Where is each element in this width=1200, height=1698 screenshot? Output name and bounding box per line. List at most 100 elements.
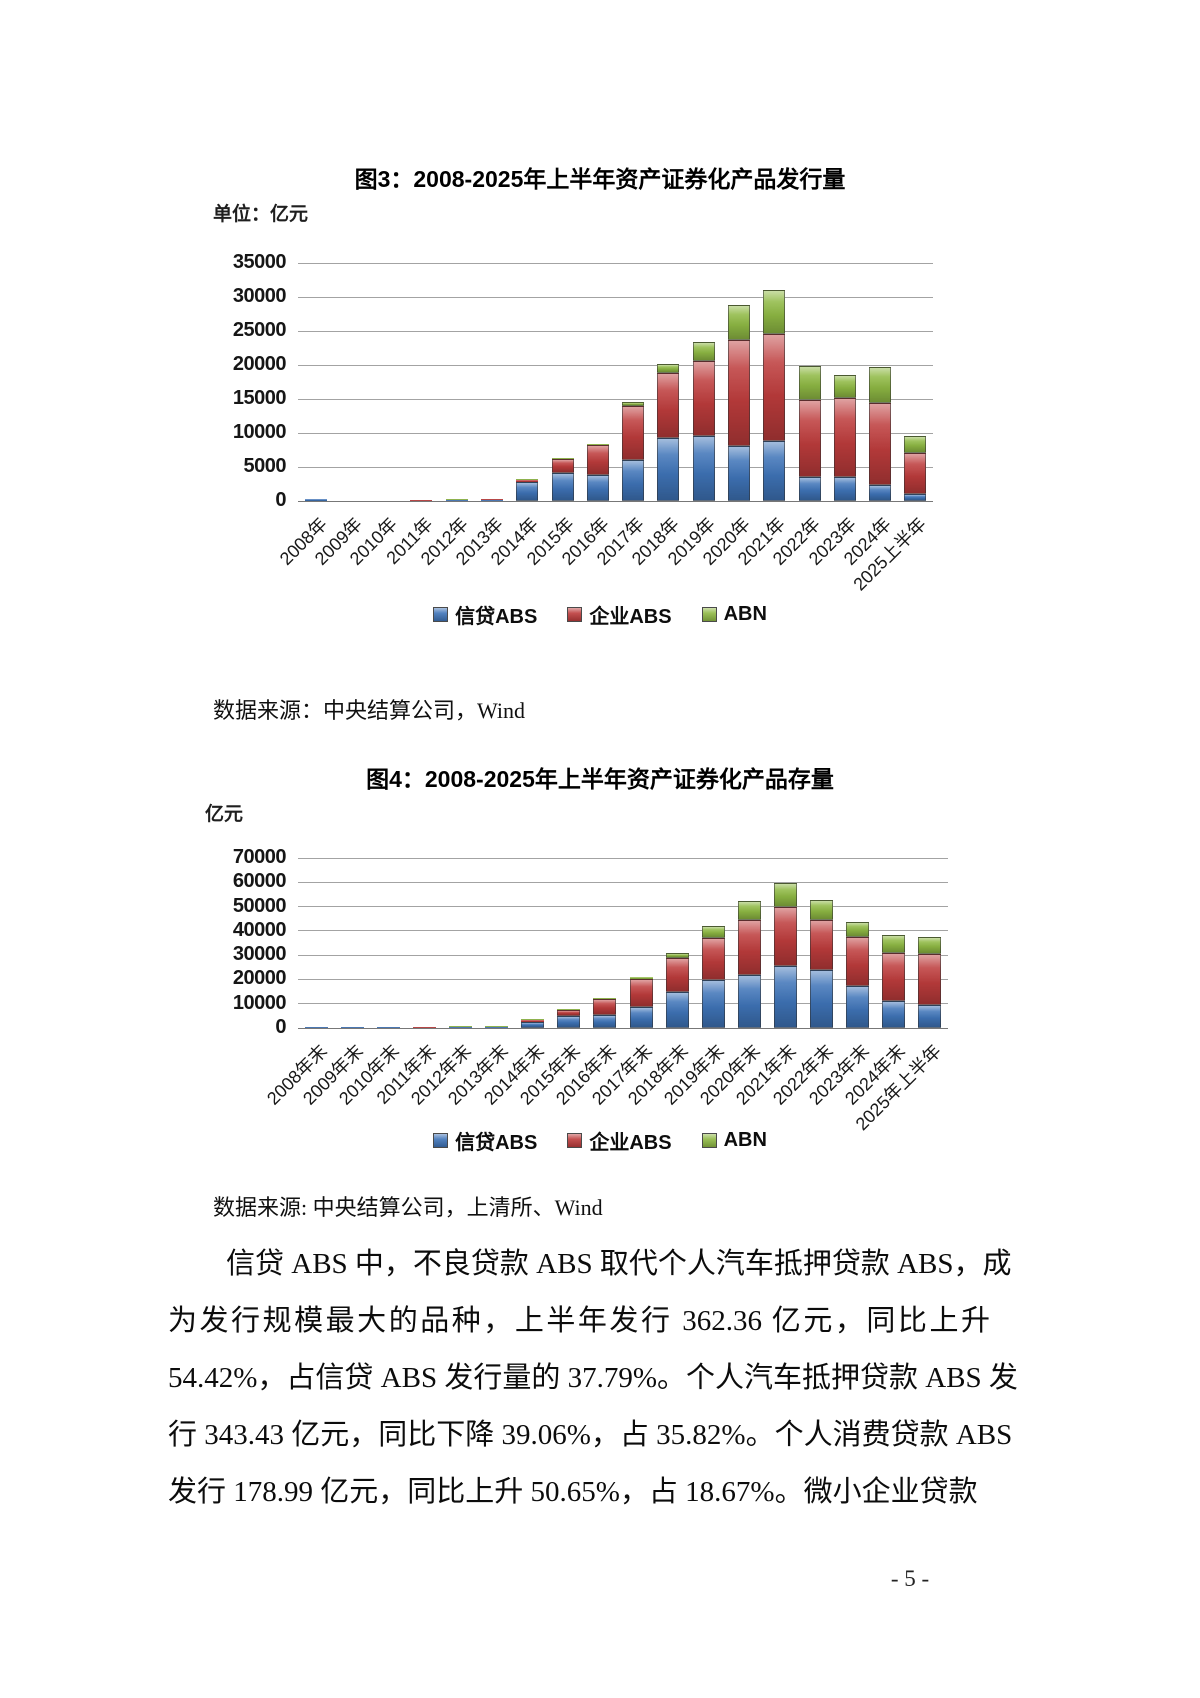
y-axis-tick-label: 15000 bbox=[232, 387, 287, 409]
bar-2016年末 bbox=[593, 858, 617, 1028]
bar-segment-企业ABS bbox=[410, 500, 433, 501]
chart4-y-axis: 0 10000 20000 30000 40000 50000 60000 70000 bbox=[160, 846, 287, 1038]
bar-segment-ABN bbox=[882, 935, 906, 954]
bar-segment-ABN bbox=[833, 375, 856, 398]
gridline bbox=[298, 466, 933, 468]
y-axis-tick-label: 10000 bbox=[232, 991, 287, 1014]
bar-2025年上半年 bbox=[918, 858, 942, 1028]
bar-2021年 bbox=[763, 263, 786, 501]
bar-2019年 bbox=[692, 263, 715, 501]
chart4-title: 图4：2008-2025年上半年资产证券化产品存量 bbox=[366, 766, 834, 792]
bar-segment-信贷ABS bbox=[557, 1016, 581, 1028]
gridline bbox=[298, 432, 933, 434]
bar-segment-企业ABS bbox=[622, 406, 645, 461]
y-axis-tick-label: 5000 bbox=[243, 455, 287, 477]
legend-item-信贷ABS: 信贷ABS bbox=[433, 600, 537, 629]
bar-segment-ABN bbox=[622, 402, 645, 407]
bar-segment-信贷ABS bbox=[763, 441, 786, 501]
bar-segment-企业ABS bbox=[846, 937, 870, 986]
bar-segment-信贷ABS bbox=[798, 476, 821, 501]
bar-2008年末 bbox=[304, 858, 328, 1028]
bar-2024年末 bbox=[882, 858, 906, 1028]
bar-2014年末 bbox=[521, 858, 545, 1028]
bar-segment-企业ABS bbox=[918, 954, 942, 1006]
bar-segment-企业ABS bbox=[810, 920, 834, 970]
y-axis-tick-label: 35000 bbox=[232, 251, 287, 273]
y-axis-tick-label: 20000 bbox=[232, 967, 287, 990]
bar-segment-ABN bbox=[737, 901, 761, 921]
gridline bbox=[298, 881, 948, 883]
bar-segment-企业ABS bbox=[904, 453, 927, 495]
bar-segment-信贷ABS bbox=[665, 991, 689, 1028]
bar-segment-信贷ABS bbox=[521, 1021, 545, 1028]
bar-segment-信贷ABS bbox=[692, 435, 715, 501]
bar-segment-信贷ABS bbox=[833, 477, 856, 501]
gridline bbox=[298, 857, 948, 859]
bar-2013年末 bbox=[485, 858, 509, 1028]
bar-segment-企业ABS bbox=[586, 445, 609, 475]
chart3-unit-label: 单位：亿元 bbox=[213, 204, 309, 225]
bar-segment-ABN bbox=[516, 478, 539, 480]
bar-segment-信贷ABS bbox=[846, 985, 870, 1028]
bar-segment-ABN bbox=[657, 364, 680, 374]
bar-segment-企业ABS bbox=[521, 1020, 545, 1022]
gridline bbox=[298, 500, 933, 502]
bar-segment-企业ABS bbox=[629, 979, 653, 1007]
gridline bbox=[298, 330, 933, 332]
gridline bbox=[298, 364, 933, 366]
bar-segment-企业ABS bbox=[412, 1026, 436, 1028]
gridline bbox=[298, 978, 948, 980]
bar-segment-信贷ABS bbox=[727, 446, 750, 501]
chart3-source: 数据来源：中央结算公司，Wind bbox=[213, 698, 525, 723]
bar-segment-企业ABS bbox=[833, 397, 856, 478]
bar-segment-ABN bbox=[665, 952, 689, 959]
gridline bbox=[298, 1027, 948, 1029]
bar-segment-企业ABS bbox=[593, 999, 617, 1015]
bar-2021年末 bbox=[774, 858, 797, 1028]
legend-label: 信贷ABS bbox=[455, 1132, 538, 1154]
bar-2009年 bbox=[340, 263, 362, 501]
bar-segment-信贷ABS bbox=[304, 1026, 328, 1028]
chart4-legend: 信贷ABS 企业ABS ABN bbox=[0, 1126, 1200, 1155]
bar-2018年末 bbox=[665, 858, 689, 1028]
bar-2019年末 bbox=[701, 858, 725, 1028]
bar-2024年 bbox=[869, 263, 892, 501]
legend-item-企业ABS: 企业ABS bbox=[567, 1126, 672, 1155]
bar-segment-ABN bbox=[727, 305, 750, 341]
bar-2012年 bbox=[445, 263, 468, 501]
chart4-unit-label: 亿元 bbox=[205, 804, 244, 825]
body-line: 54.42%，占信贷 ABS 发行量的 37.79%。个人汽车抵押贷款 ABS … bbox=[168, 1362, 1018, 1394]
bar-segment-ABN bbox=[904, 435, 927, 454]
bar-segment-企业ABS bbox=[657, 373, 680, 438]
y-axis-tick-label: 70000 bbox=[232, 846, 287, 868]
y-axis-tick-label: 50000 bbox=[232, 894, 287, 917]
bar-segment-企业ABS bbox=[869, 403, 892, 486]
bar-2009年末 bbox=[340, 858, 364, 1028]
bar-segment-信贷ABS bbox=[918, 1005, 942, 1028]
bar-2013年 bbox=[481, 263, 504, 501]
legend-item-ABN: ABN bbox=[701, 1129, 767, 1152]
legend-swatch-icon bbox=[701, 1133, 717, 1148]
bar-segment-ABN bbox=[557, 1009, 581, 1011]
legend-swatch-icon bbox=[567, 1133, 583, 1148]
chart3-title: 图3：2008-2025年上半年资产证券化产品发行量 bbox=[354, 166, 846, 192]
bar-segment-信贷ABS bbox=[737, 974, 761, 1028]
legend-label: ABN bbox=[723, 1129, 767, 1151]
bar-segment-ABN bbox=[701, 926, 725, 938]
y-axis-tick-label: 25000 bbox=[232, 319, 287, 341]
bar-2023年 bbox=[833, 263, 856, 501]
bar-segment-信贷ABS bbox=[340, 1027, 364, 1028]
bar-segment-ABN bbox=[485, 1026, 509, 1028]
bar-segment-ABN bbox=[774, 883, 797, 908]
bar-segment-ABN bbox=[449, 1026, 472, 1028]
bar-segment-企业ABS bbox=[798, 399, 821, 477]
bar-2017年末 bbox=[629, 858, 653, 1028]
bar-segment-企业ABS bbox=[516, 479, 539, 483]
bar-2023年末 bbox=[846, 858, 870, 1028]
legend-swatch-icon bbox=[567, 607, 583, 622]
bar-segment-信贷ABS bbox=[869, 485, 892, 501]
gridline bbox=[298, 296, 933, 298]
bar-2012年末 bbox=[449, 858, 472, 1028]
bar-2018年 bbox=[657, 263, 680, 501]
y-axis-tick-label: 0 bbox=[275, 1016, 286, 1038]
